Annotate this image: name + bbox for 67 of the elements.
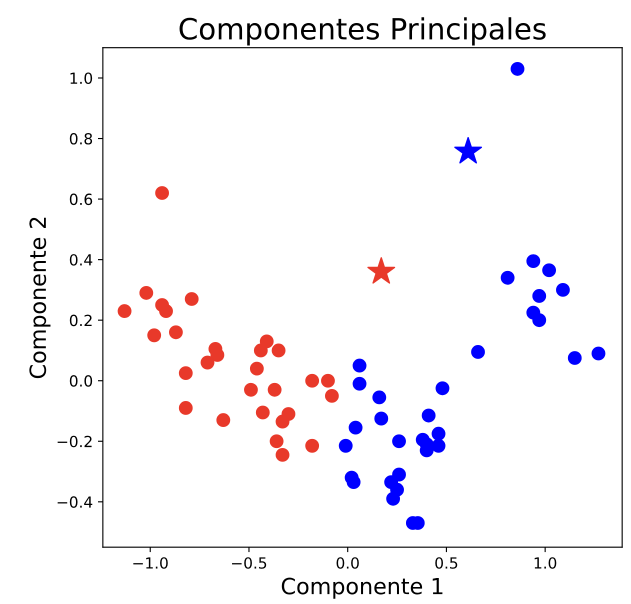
point [325, 388, 339, 403]
point [210, 348, 224, 362]
point [276, 448, 290, 462]
point [471, 345, 485, 359]
point [256, 406, 270, 420]
point [178, 401, 193, 415]
point [118, 304, 132, 318]
point [159, 304, 173, 318]
y-tick-label: −0.2 [58, 436, 92, 448]
point [372, 390, 386, 404]
point [352, 376, 366, 391]
point [216, 413, 230, 427]
point [139, 286, 154, 300]
point [568, 351, 582, 365]
point [200, 356, 214, 370]
y-tick-label: 0.4 [70, 254, 92, 266]
point [155, 186, 169, 200]
point [147, 328, 162, 342]
chart-title: Componentes Principales [180, 17, 546, 46]
point [305, 438, 320, 453]
point [338, 438, 353, 453]
point [276, 414, 290, 428]
point [272, 344, 286, 358]
point [436, 381, 450, 396]
point [392, 468, 406, 482]
point [500, 270, 515, 285]
point [532, 289, 546, 303]
point [321, 374, 335, 388]
y-tick-label: −0.4 [58, 496, 92, 508]
point [432, 438, 446, 453]
y-tick-label: 0.6 [70, 194, 92, 206]
point [367, 257, 396, 284]
y-axis-title: Componente 2 [29, 218, 50, 378]
point [169, 325, 183, 340]
y-tick-label: 1.0 [70, 72, 92, 84]
point [346, 475, 361, 490]
y-tick-label: 0.0 [70, 375, 92, 387]
x-tick-label: 0.0 [336, 557, 359, 569]
point [184, 292, 199, 306]
point [392, 434, 406, 448]
x-tick-label: −0.5 [232, 557, 266, 569]
point [178, 366, 193, 380]
point [432, 426, 446, 441]
point [556, 282, 570, 297]
point [244, 382, 258, 397]
y-tick-label: 0.2 [70, 314, 92, 326]
y-tick-label: 0.8 [70, 133, 92, 145]
point [250, 362, 264, 376]
point [386, 492, 400, 506]
point [352, 358, 366, 372]
point [254, 344, 268, 358]
point [592, 346, 606, 360]
x-tick-label: −1.0 [133, 557, 168, 569]
point [510, 62, 524, 76]
point [270, 434, 284, 448]
point [268, 382, 282, 397]
x-tick-label: 1.0 [534, 557, 556, 569]
point [542, 263, 556, 278]
point [374, 412, 388, 426]
point [454, 136, 482, 164]
x-tick-label: 0.5 [435, 557, 458, 569]
point [305, 374, 320, 388]
point [348, 420, 363, 435]
x-axis-title: Componente 1 [282, 578, 442, 599]
point [526, 254, 540, 268]
point [422, 408, 436, 422]
point [532, 313, 546, 328]
